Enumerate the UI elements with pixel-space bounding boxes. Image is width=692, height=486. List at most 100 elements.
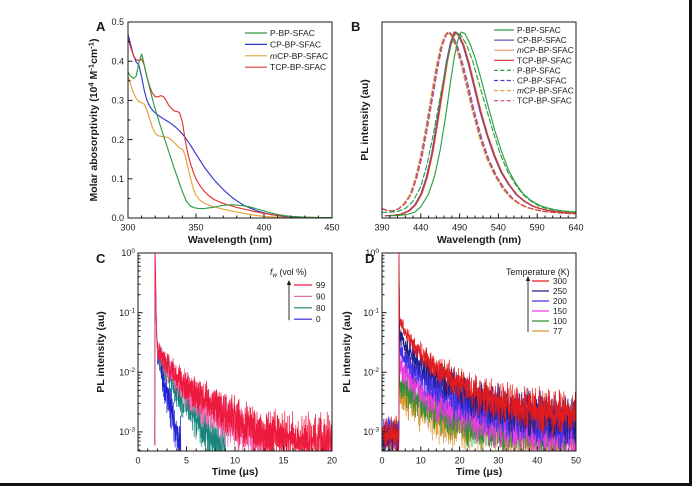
legend-label: 80 (316, 303, 326, 313)
panel-a-series (128, 34, 332, 218)
legend-label: 150 (553, 306, 567, 316)
legend-label: 90 (316, 291, 326, 301)
panel-letter-b: B (351, 19, 360, 34)
legend-label: 250 (553, 286, 567, 296)
svg-text:10-3: 10-3 (363, 427, 379, 437)
svg-text:400: 400 (256, 223, 271, 233)
svg-text:10: 10 (416, 456, 426, 466)
legend-label: 0 (316, 314, 321, 324)
svg-text:10-1: 10-1 (119, 307, 135, 317)
legend-label: mCP-BP-SFAC (270, 51, 328, 61)
series-b-tcp-bp-sfac (385, 31, 576, 217)
panel-letter-c: C (96, 251, 106, 266)
svg-text:20: 20 (327, 456, 337, 466)
panel-a-y-axis-label: Molar abosorptivity (104 M-1cm-1) (87, 38, 100, 201)
panel-c-x-axis-label: Time (μs) (212, 466, 259, 478)
svg-text:0: 0 (379, 456, 384, 466)
legend-title-d: Temperature (K) (506, 267, 570, 277)
svg-text:640: 640 (568, 223, 583, 233)
svg-text:0.0: 0.0 (111, 213, 124, 223)
panel-b-x-axis-label: Wavelength (nm) (437, 234, 521, 246)
panel-b-legend: P-BP-SFACCP-BP-SFACmCP-BP-SFACTCP-BP-SFA… (494, 25, 574, 106)
svg-text:0.3: 0.3 (111, 96, 124, 106)
panel-c-tick-labels: 0 5 10 15 20 100 10-1 10-2 10-3 (119, 248, 337, 466)
svg-text:100: 100 (121, 248, 135, 258)
screenshot-right-border (689, 0, 692, 486)
svg-text:0: 0 (135, 456, 140, 466)
svg-text:40: 40 (532, 456, 542, 466)
svg-text:490: 490 (452, 223, 467, 233)
legend-arrowhead-c (286, 280, 292, 285)
svg-text:50: 50 (571, 456, 581, 466)
svg-text:390: 390 (374, 223, 389, 233)
legend-label: P-BP-SFAC (270, 28, 315, 38)
panel-b: 390 440 490 540 590 640 Wavelength (nm) PL inte… (351, 19, 584, 246)
svg-text:540: 540 (491, 223, 506, 233)
panel-c-ticks (137, 252, 333, 451)
svg-text:20: 20 (455, 456, 465, 466)
series-b-tcp-bp-sfac (382, 31, 576, 215)
panel-d-series (382, 253, 576, 451)
panel-c: 0 5 10 15 20 100 10-1 10-2 10-3 Time (μs) PL inten… (95, 248, 337, 478)
legend-label: TCP-BP-SFAC (517, 55, 572, 65)
svg-text:0.5: 0.5 (111, 17, 124, 27)
panel-d-frame (381, 252, 577, 452)
panel-b-frame (381, 21, 577, 219)
panel-b-tick-labels: 390 440 490 540 590 640 (374, 223, 583, 233)
panel-d-tick-labels: 0 10 20 30 40 50 100 10-1 10-2 10-3 (363, 248, 581, 466)
series-d-300 (382, 253, 576, 451)
svg-text:10-1: 10-1 (363, 307, 379, 317)
panel-b-ticks (381, 213, 577, 218)
panel-a-tick-labels: 300 350 400 450 0.0 0.1 0.2 0.3 0.4 0.5 (111, 17, 339, 232)
svg-text:350: 350 (188, 223, 203, 233)
panel-a-x-axis-label: Wavelength (nm) (188, 234, 272, 246)
legend-label: TCP-BP-SFAC (517, 96, 572, 106)
series-b-p-bp-sfac (389, 31, 576, 217)
svg-text:440: 440 (413, 223, 428, 233)
series-c-99 (154, 253, 332, 451)
legend-label: CP-BP-SFAC (517, 76, 567, 86)
legend-label: mCP-BP-SFAC (517, 45, 574, 55)
svg-text:30: 30 (493, 456, 503, 466)
svg-text:0.2: 0.2 (111, 135, 124, 145)
legend-title-c: fw (vol %) (270, 267, 307, 279)
series-b-p-bp-sfac (382, 31, 576, 213)
panel-c-y-axis-label: PL intensity (au) (95, 311, 107, 392)
panel-b-series (382, 31, 576, 217)
svg-text:10-2: 10-2 (119, 367, 135, 377)
svg-text:300: 300 (120, 223, 135, 233)
legend-label: 77 (553, 326, 563, 336)
series-b-mcp-bp-sfac (382, 31, 576, 215)
legend-label: CP-BP-SFAC (270, 39, 321, 49)
legend-label: 99 (316, 280, 326, 290)
legend-label: mCP-BP-SFAC (517, 86, 574, 96)
svg-text:10-2: 10-2 (363, 367, 379, 377)
svg-text:5: 5 (184, 456, 189, 466)
panel-d-x-axis-label: Time (μs) (456, 466, 503, 478)
legend-label: CP-BP-SFAC (517, 35, 567, 45)
panel-d: 0 10 20 30 40 50 100 10-1 10-2 10-3 Time (μs) PL in… (341, 248, 581, 478)
legend-label: 300 (553, 276, 567, 286)
panel-a: 300 350 400 450 0.0 0.1 0.2 0.3 0.4 0.5 Wavelength… (87, 17, 340, 246)
panel-letter-a: A (96, 19, 106, 34)
svg-text:0.1: 0.1 (111, 174, 124, 184)
panel-c-series (154, 253, 332, 451)
svg-text:10-3: 10-3 (119, 427, 135, 437)
svg-text:10: 10 (230, 456, 240, 466)
svg-text:590: 590 (530, 223, 545, 233)
legend-label: 200 (553, 296, 567, 306)
legend-label: TCP-BP-SFAC (270, 62, 326, 72)
legend-label: P-BP-SFAC (517, 65, 561, 75)
svg-text:450: 450 (324, 223, 339, 233)
svg-text:100: 100 (365, 248, 379, 258)
panel-d-ticks (381, 252, 577, 451)
svg-text:15: 15 (278, 456, 288, 466)
panel-letter-d: D (365, 251, 374, 266)
legend-label: 100 (553, 316, 567, 326)
screenshot-bottom-border (0, 483, 692, 486)
legend-label: P-BP-SFAC (517, 25, 561, 35)
